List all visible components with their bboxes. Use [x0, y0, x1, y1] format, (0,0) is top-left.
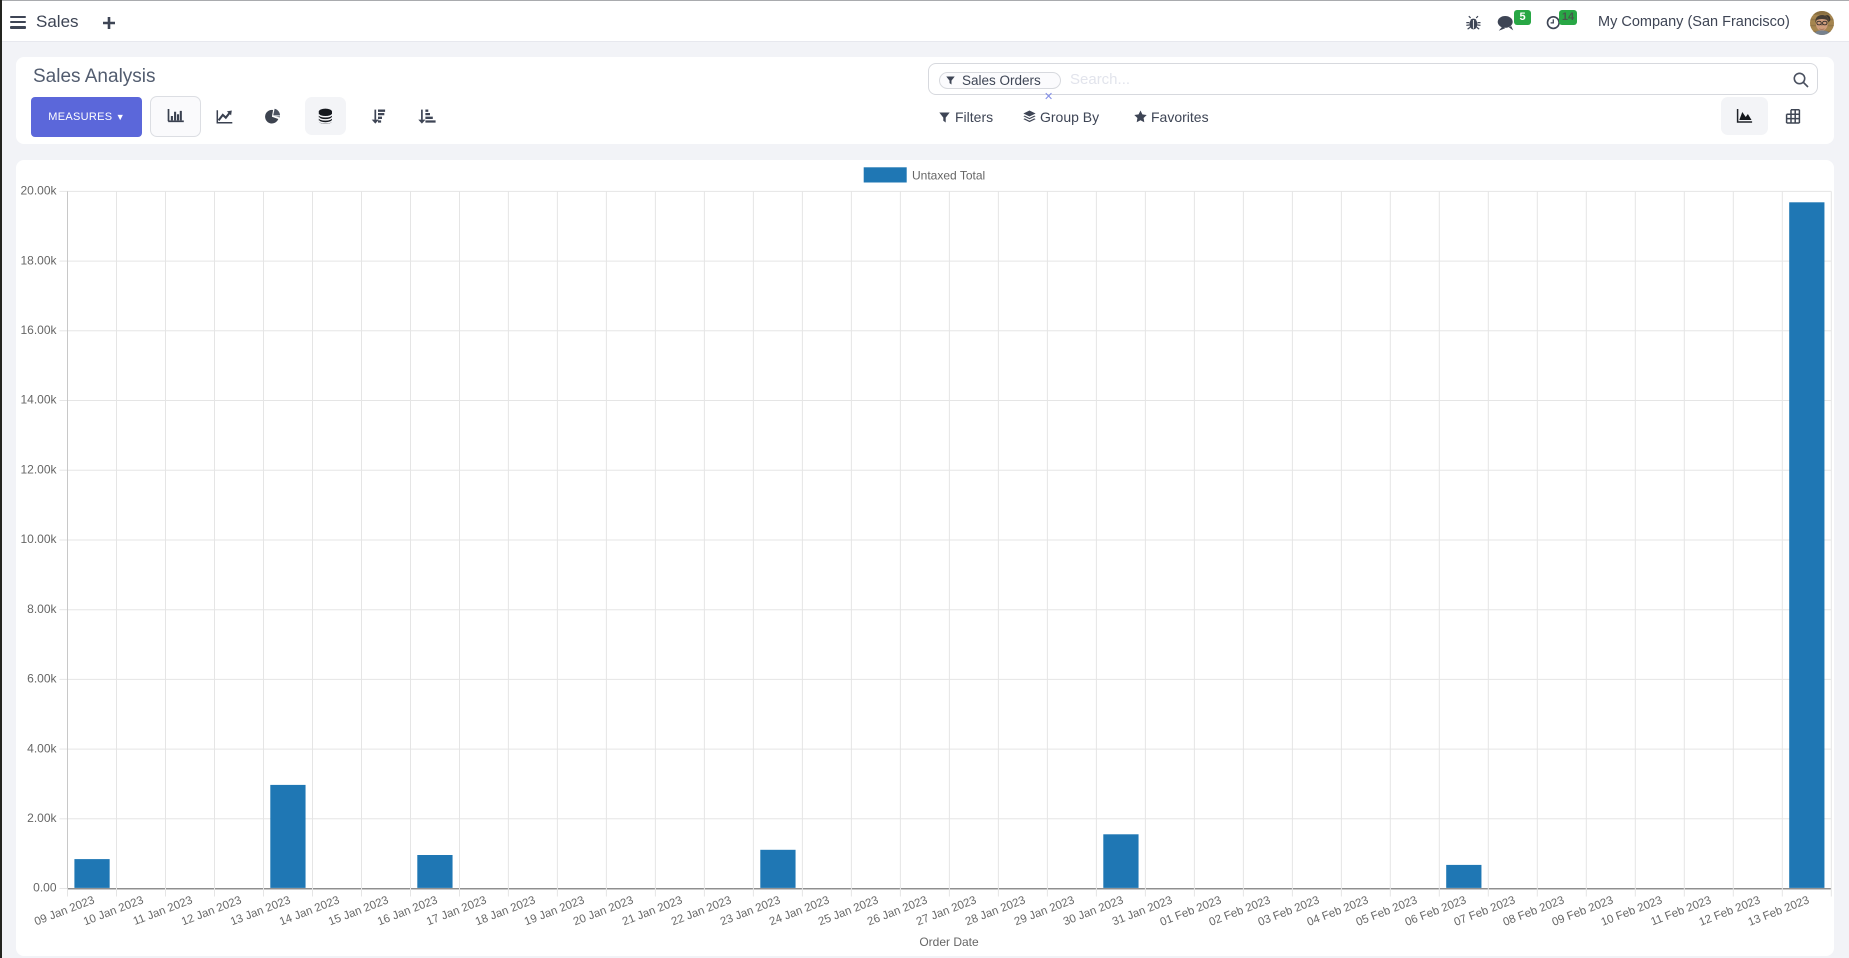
- svg-text:Order Date: Order Date: [919, 935, 979, 949]
- svg-text:16.00k: 16.00k: [20, 323, 57, 337]
- svg-text:8.00k: 8.00k: [27, 602, 57, 616]
- svg-text:Untaxed Total: Untaxed Total: [912, 168, 985, 182]
- svg-text:12.00k: 12.00k: [20, 462, 57, 476]
- svg-text:18.00k: 18.00k: [20, 253, 57, 267]
- svg-text:14.00k: 14.00k: [20, 393, 57, 407]
- svg-text:4.00k: 4.00k: [27, 741, 57, 755]
- svg-text:6.00k: 6.00k: [27, 672, 57, 686]
- svg-text:10.00k: 10.00k: [20, 532, 57, 546]
- svg-text:0.00: 0.00: [33, 881, 57, 895]
- svg-text:2.00k: 2.00k: [27, 811, 57, 825]
- svg-text:20.00k: 20.00k: [20, 184, 57, 198]
